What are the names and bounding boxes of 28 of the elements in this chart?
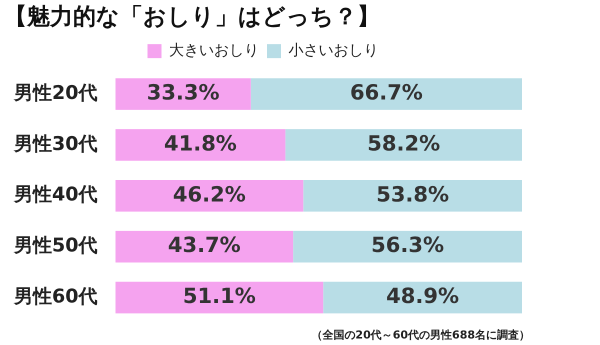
data-label: 43.7% (168, 233, 241, 258)
bar (285, 129, 522, 161)
legend-label: 大きいおしり (169, 40, 259, 59)
data-label: 41.8% (164, 131, 237, 156)
data-label: 56.3% (371, 233, 444, 258)
data-label: 46.2% (172, 182, 246, 206)
y-tick-label: 男性60代 (12, 285, 98, 308)
data-label: 66.7% (350, 80, 423, 104)
bar (115, 282, 324, 314)
y-tick-label: 男性40代 (12, 184, 98, 206)
bar (293, 230, 522, 262)
data-label: 53.8% (376, 182, 450, 206)
y-tick-label: 男性50代 (12, 234, 98, 257)
text: （全国の20代～60代の男性688名に調査） (311, 328, 530, 342)
bar (115, 129, 286, 161)
bar (115, 180, 304, 212)
y-tick-label: 男性30代 (12, 132, 98, 155)
bar (250, 78, 522, 110)
bar (115, 230, 294, 262)
bar (323, 282, 522, 314)
data-label: 51.1% (182, 284, 256, 308)
data-label: 33.3% (146, 80, 220, 104)
data-label: 58.2% (367, 131, 440, 156)
chart-title: 【魅力的な「おしり」はどっち？】 (4, 4, 380, 30)
bar (303, 180, 522, 212)
legend-label: 小さいおしり (288, 40, 378, 59)
y-tick-label: 男性20代 (12, 82, 98, 104)
data-label: 48.9% (386, 284, 460, 308)
